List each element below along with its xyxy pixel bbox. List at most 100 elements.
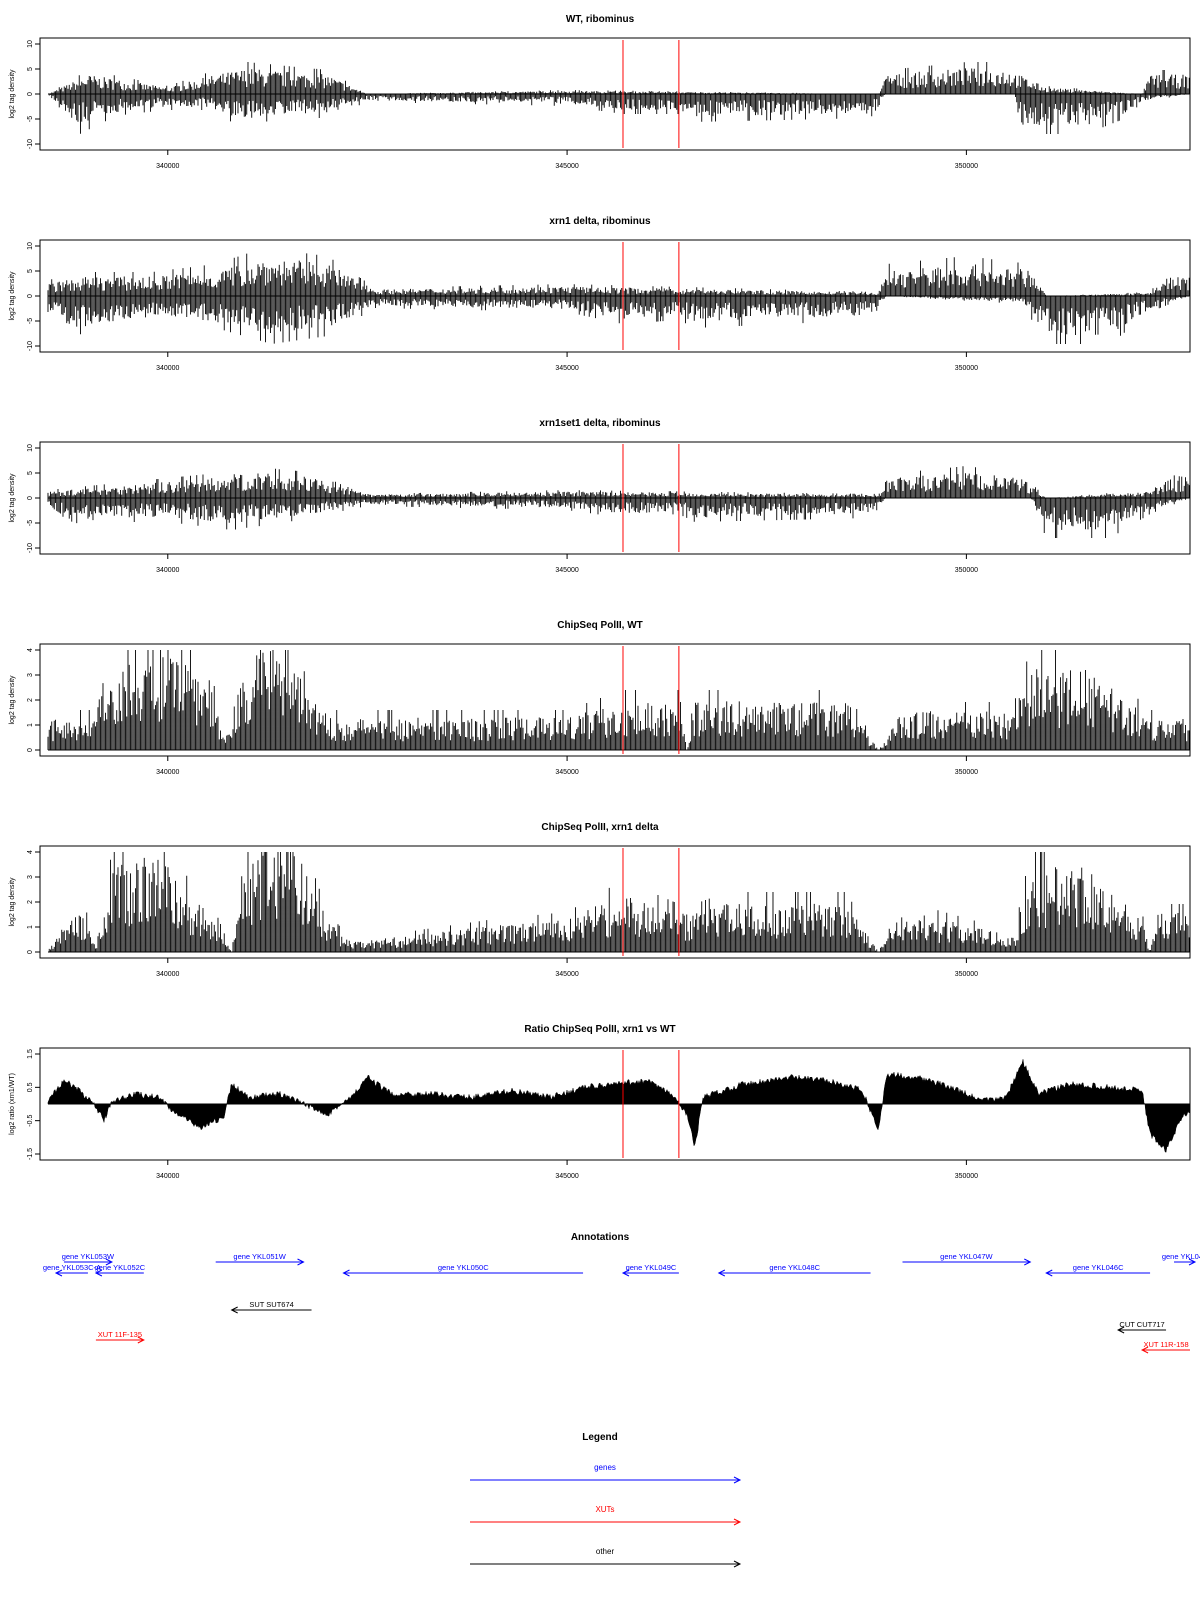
chart-panel-3: xrn1set1 delta, ribominus -10 -5 0 5 10 log2 t…: [9, 418, 1191, 574]
series-2-bars: [48, 94, 1188, 134]
annotation-arrowhead: [137, 1336, 145, 1344]
annotation-label: gene YKL045: [1162, 1252, 1200, 1261]
annotation-arrowhead: [54, 1269, 63, 1277]
data-series: [47, 852, 1190, 953]
x-tick-label: 345000: [555, 365, 578, 372]
legend: Legend genes XUTs other: [470, 1432, 742, 1568]
x-axis: 340000 345000 350000: [156, 756, 978, 776]
annotation-feature: gene YKL051W: [215, 1252, 305, 1266]
legend-arrowhead: [733, 1560, 742, 1568]
y-tick-label: 0: [27, 92, 34, 96]
annotation-arrowhead: [1024, 1258, 1032, 1266]
y-tick-label: -10: [27, 341, 34, 351]
y-axis-label: log2 tag density: [9, 675, 16, 725]
x-tick-label: 340000: [156, 1173, 179, 1180]
legend-items: genes XUTs other: [470, 1463, 742, 1568]
legend-item: genes: [470, 1463, 742, 1484]
y-axis-label: log2 tag density: [9, 473, 16, 523]
y-axis: -10 -5 0 5 10 log2 tag density: [9, 40, 40, 149]
annotation-label: XUT 11F-135: [98, 1330, 142, 1339]
legend-item: XUTs: [470, 1505, 742, 1526]
x-tick-label: 345000: [555, 163, 578, 170]
y-tick-label: 2: [27, 900, 34, 904]
x-tick-label: 350000: [955, 1173, 978, 1180]
x-tick-label: 340000: [156, 163, 179, 170]
y-tick-label: 0: [27, 950, 34, 954]
data-series: [47, 650, 1190, 751]
x-axis: 340000 345000 350000: [156, 958, 978, 978]
annotation-label: gene YKL053W: [62, 1252, 115, 1261]
annotation-feature: gene YKL049C: [621, 1263, 679, 1277]
annotation-arrowhead: [297, 1258, 305, 1266]
chart-title: xrn1set1 delta, ribominus: [539, 418, 661, 429]
y-axis: 0 1 2 3 4 log2 tag density: [9, 648, 40, 752]
chart-panel-4: ChipSeq PolII, WT 0 1 2 3 4 log2 tag density 34…: [9, 620, 1191, 776]
chart-panel-6: Ratio ChipSeq PolII, xrn1 vs WT -1.5 -0.5 0…: [9, 1024, 1191, 1180]
chart-panel-1: WT, ribominus -10 -5 0 5 10 log2 tag density 34…: [9, 14, 1191, 170]
annotation-label: gene YKL048C: [769, 1263, 820, 1272]
y-tick-label: 5: [27, 471, 34, 475]
y-tick-label: 1: [27, 723, 34, 727]
annotation-feature: gene YKL053C-A: [43, 1263, 101, 1277]
x-tick-label: 345000: [555, 1173, 578, 1180]
annotation-arrowhead: [1140, 1346, 1149, 1354]
annotation-feature: gene YKL045: [1162, 1252, 1200, 1266]
y-axis-label: log2 tag density: [9, 69, 16, 119]
annotation-feature: SUT SUT674: [230, 1300, 312, 1314]
annotation-label: SUT SUT674: [249, 1300, 293, 1309]
annotation-feature: gene YKL053W: [62, 1252, 115, 1266]
x-tick-label: 350000: [955, 769, 978, 776]
x-tick-label: 350000: [955, 567, 978, 574]
y-tick-label: 10: [27, 40, 34, 48]
x-axis: 340000 345000 350000: [156, 150, 978, 170]
plot-frame: [39, 643, 1191, 757]
chart-title: Ratio ChipSeq PolII, xrn1 vs WT: [524, 1024, 675, 1035]
y-tick-label: -10: [27, 139, 34, 149]
y-tick-label: 10: [27, 242, 34, 250]
y-tick-label: 2: [27, 698, 34, 702]
x-tick-label: 350000: [955, 365, 978, 372]
series-2-bars: [47, 296, 1189, 344]
y-axis-label: log2 tag density: [9, 877, 16, 927]
series-2-bars: [47, 498, 1189, 538]
annotation-arrowhead: [342, 1269, 350, 1277]
y-tick-label: 3: [27, 673, 34, 677]
y-tick-label: -5: [27, 520, 34, 526]
x-axis: 340000 345000 350000: [156, 1160, 978, 1180]
annotation-arrowhead: [1188, 1258, 1197, 1266]
x-tick-label: 350000: [955, 163, 978, 170]
y-axis: -10 -5 0 5 10 log2 tag density: [9, 444, 40, 553]
annotation-label: CUT CUT717: [1119, 1320, 1164, 1329]
annotation-arrowhead: [94, 1269, 103, 1277]
y-tick-label: 1: [27, 925, 34, 929]
annotation-arrowhead: [621, 1269, 630, 1277]
y-tick-label: 0: [27, 294, 34, 298]
y-tick-label: -5: [27, 116, 34, 122]
x-tick-label: 345000: [555, 971, 578, 978]
y-axis: -1.5 -0.5 0.5 1.5 log2 ratio (xrn1/WT): [9, 1049, 40, 1160]
annotation-feature: XUT 11R-158: [1140, 1340, 1190, 1354]
chart-title: xrn1 delta, ribominus: [549, 216, 651, 227]
y-axis-label: log2 ratio (xrn1/WT): [9, 1073, 16, 1135]
series-1-bars: [47, 466, 1190, 498]
data-series: [47, 1059, 1191, 1153]
x-tick-label: 340000: [156, 971, 179, 978]
annotation-arrowhead: [230, 1306, 238, 1314]
series-1-bars: [48, 62, 1190, 94]
series-1-bars: [47, 650, 1190, 750]
y-axis-label: log2 tag density: [9, 271, 16, 321]
legend-label: XUTs: [595, 1505, 614, 1514]
legend-label: genes: [594, 1463, 616, 1472]
x-tick-label: 340000: [156, 567, 179, 574]
annotation-label: gene YKL050C: [438, 1263, 489, 1272]
data-series: [47, 62, 1190, 134]
chart-title: ChipSeq PolII, xrn1 delta: [541, 822, 659, 833]
y-tick-label: -0.5: [27, 1115, 34, 1127]
x-tick-label: 345000: [555, 769, 578, 776]
annotation-arrowhead: [1045, 1269, 1053, 1277]
annotation-label: gene YKL047W: [940, 1252, 993, 1261]
annotation-arrowhead: [1117, 1326, 1125, 1334]
